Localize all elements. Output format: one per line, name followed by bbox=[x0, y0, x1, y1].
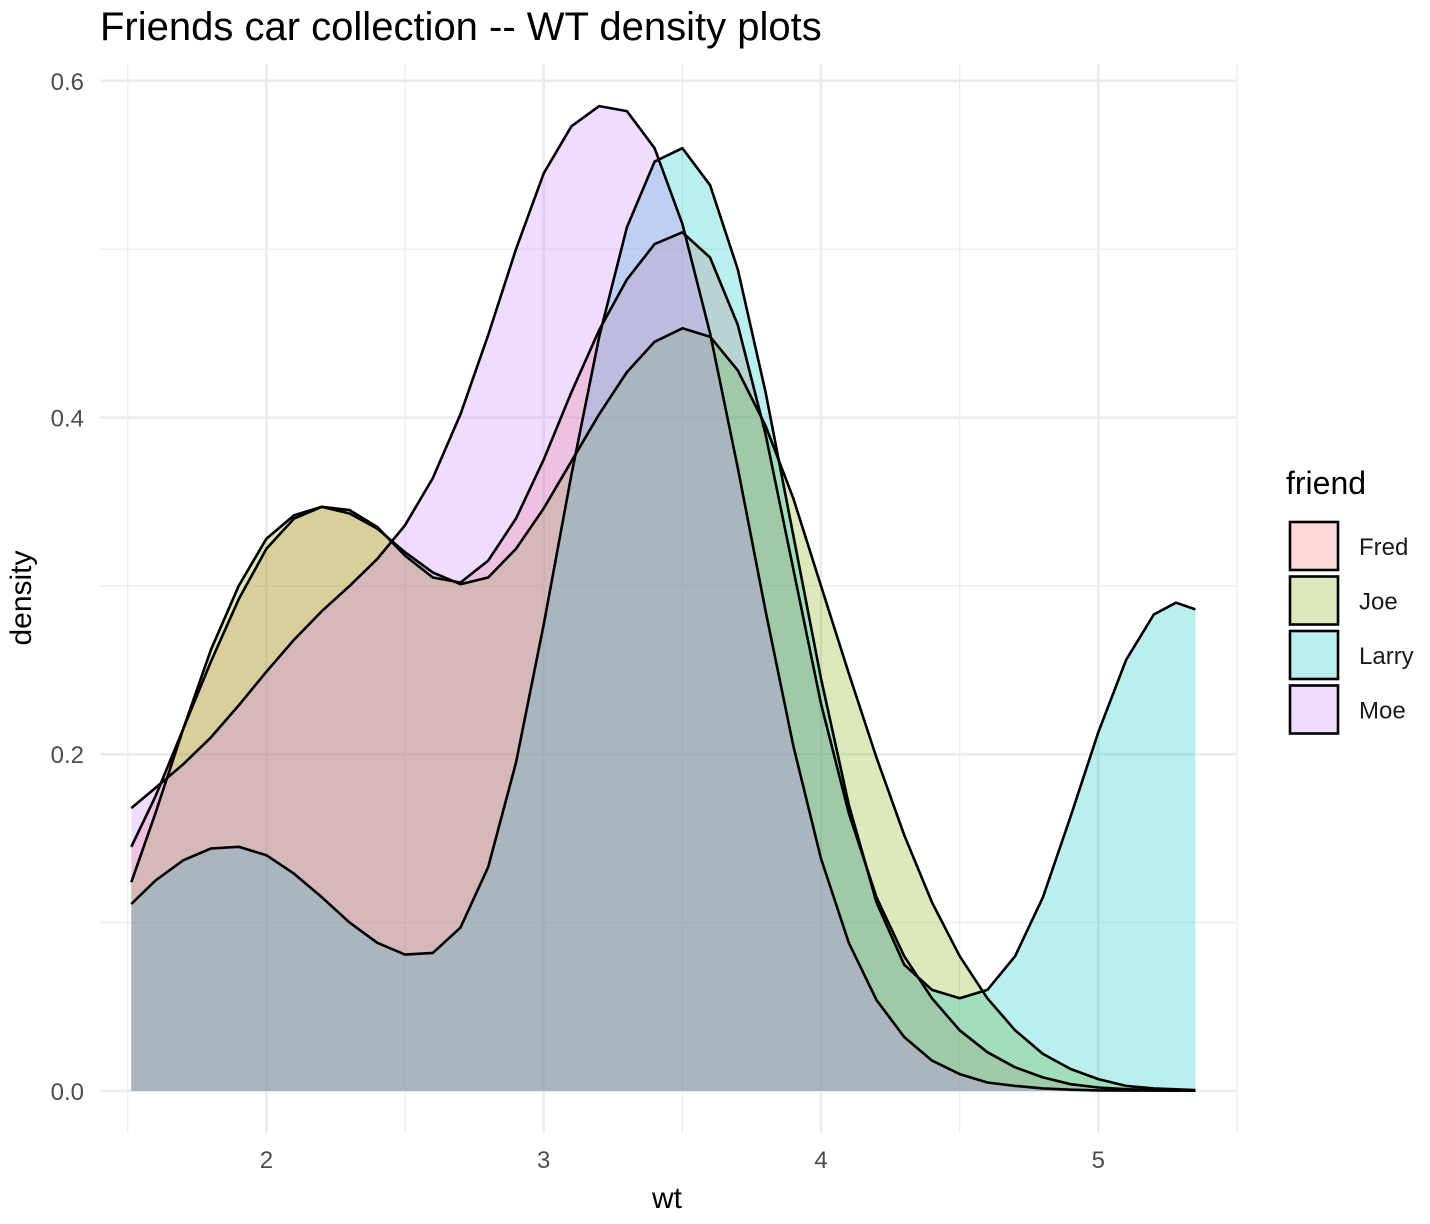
density-areas bbox=[130, 104, 1196, 1092]
x-axis-ticks: 2 3 4 5 bbox=[260, 1147, 1105, 1174]
chart-title: Friends car collection -- WT density plo… bbox=[100, 5, 822, 49]
legend-item-moe: Moe bbox=[1288, 684, 1406, 735]
legend-key-swatch bbox=[1288, 684, 1340, 735]
x-axis-title: wt bbox=[651, 1182, 683, 1215]
legend-label: Moe bbox=[1359, 698, 1406, 725]
y-tick-label: 0.4 bbox=[51, 406, 84, 433]
legend-key-swatch bbox=[1288, 520, 1340, 572]
legend: friend Fred Joe Larry Moe bbox=[1286, 465, 1414, 735]
y-axis-title: density bbox=[5, 550, 38, 645]
legend-item-fred: Fred bbox=[1288, 520, 1408, 572]
legend-item-joe: Joe bbox=[1288, 575, 1398, 626]
legend-label: Joe bbox=[1359, 589, 1398, 616]
density-area-joe bbox=[131, 328, 1196, 1091]
density-area-larry bbox=[131, 148, 1196, 1091]
density-curve-larry bbox=[130, 146, 1196, 1000]
legend-key-bg bbox=[1289, 684, 1339, 735]
y-tick-label: 0.0 bbox=[51, 1079, 84, 1106]
legend-key-bg bbox=[1289, 521, 1339, 571]
density-curve-fred bbox=[130, 231, 1196, 1092]
y-axis-ticks: 0.0 0.2 0.4 0.6 bbox=[51, 69, 84, 1106]
x-tick-label: 2 bbox=[260, 1147, 273, 1174]
legend-item-larry: Larry bbox=[1288, 629, 1414, 681]
legend-label: Fred bbox=[1359, 534, 1408, 561]
x-tick-label: 5 bbox=[1092, 1147, 1105, 1174]
density-curve-joe bbox=[130, 327, 1196, 1092]
legend-key-bg bbox=[1289, 575, 1339, 626]
y-tick-label: 0.2 bbox=[51, 742, 84, 769]
y-tick-label: 0.6 bbox=[51, 69, 84, 96]
grid bbox=[100, 64, 1238, 1133]
legend-key-bg bbox=[1289, 630, 1339, 680]
legend-key-swatch bbox=[1288, 575, 1340, 626]
legend-key-swatch bbox=[1288, 629, 1340, 681]
density-area-moe bbox=[131, 106, 1196, 1091]
legend-title: friend bbox=[1286, 465, 1366, 501]
density-area-fred bbox=[131, 232, 1196, 1091]
legend-label: Larry bbox=[1359, 643, 1414, 670]
x-tick-label: 3 bbox=[537, 1147, 550, 1174]
x-tick-label: 4 bbox=[814, 1147, 827, 1174]
density-curve-moe bbox=[130, 104, 1196, 1092]
